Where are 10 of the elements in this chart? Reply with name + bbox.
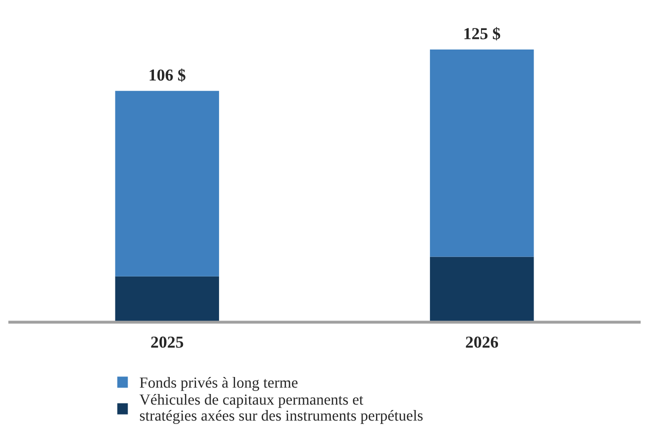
annotation: 125 $ bbox=[464, 27, 500, 40]
x-tick-label: 2026 bbox=[466, 336, 498, 348]
x-tick-label: 2025 bbox=[151, 336, 184, 348]
annotation: 106 $ bbox=[150, 68, 186, 82]
bar bbox=[115, 90, 220, 276]
bar bbox=[115, 276, 220, 322]
legend-label: Fonds privés à long terme bbox=[140, 376, 298, 391]
legend-label: Véhicules de capitaux permanents et stratégies axées sur des instruments perpétuels bbox=[140, 394, 423, 424]
bar bbox=[430, 256, 534, 322]
bar bbox=[430, 49, 534, 257]
